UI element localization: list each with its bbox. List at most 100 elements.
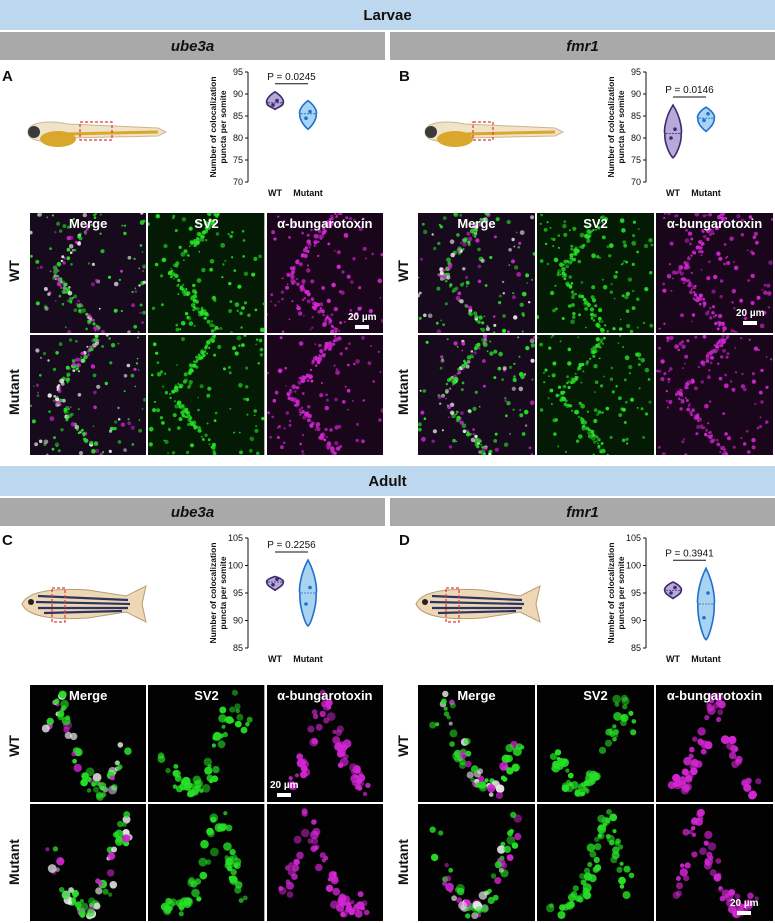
gene-header-d: fmr1 (390, 498, 775, 526)
x-tick-label: WT (666, 654, 680, 664)
panel-letter-c: C (2, 532, 13, 549)
x-tick-label: Mutant (691, 654, 721, 664)
panel-letter-a: A (2, 68, 13, 85)
p-value-label: P = 0.0146 (665, 85, 714, 96)
gene-header-a: ube3a (0, 32, 385, 60)
violin-chart-d: Number of colocalizationpuncta per somit… (606, 533, 721, 664)
gene-header-c: ube3a (0, 498, 385, 526)
micrograph-mutant-bungarotoxin (266, 335, 383, 455)
y-tick-label: 85 (631, 643, 641, 653)
data-point (275, 577, 279, 582)
y-tick-label: 85 (233, 111, 243, 121)
y-axis-label: Number of colocalizationpuncta per somit… (606, 542, 626, 643)
channel-label: Merge (457, 688, 496, 703)
y-tick-label: 90 (233, 616, 243, 626)
micrograph-wt-merge: Merge (30, 685, 147, 802)
channel-label: α-bungarotoxin (666, 688, 763, 703)
micrograph-wt-sv2: SV2 (537, 685, 654, 802)
panel-letter-d: D (399, 532, 410, 549)
micrograph-grid-b: Merge SV2 α-bungarotoxin (418, 213, 775, 457)
y-tick-label: 80 (631, 133, 641, 143)
row-label-mutant-a: Mutant (6, 369, 22, 415)
channel-label: α-bungarotoxin (277, 688, 373, 703)
channel-label: SV2 (194, 216, 219, 231)
y-tick-label: 70 (631, 177, 641, 187)
x-tick-label: Mutant (691, 188, 721, 198)
row-label-mutant-c: Mutant (6, 839, 22, 885)
y-axis-label: Number of colocalizationpuncta per somit… (606, 76, 626, 177)
data-point (271, 103, 275, 107)
y-tick-label: 95 (631, 588, 641, 598)
p-value-label: P = 0.0245 (267, 72, 316, 83)
micrograph-grid-a: Merge SV2 α-bungarotoxin (30, 213, 385, 457)
channel-label: Merge (69, 216, 108, 231)
micrograph-wt-bungarotoxin: α-bungarotoxin (656, 213, 773, 333)
violin-chart-a: Number of colocalizationpuncta per somit… (208, 67, 323, 198)
micrograph-wt-bungarotoxin: α-bungarotoxin (266, 213, 383, 333)
violin-chart-c: Number of colocalizationpuncta per somit… (208, 533, 323, 664)
gene-header-b: fmr1 (390, 32, 775, 60)
row-label-wt-d: WT (395, 735, 411, 757)
section-banner-adult: Adult (0, 466, 775, 496)
y-tick-label: 85 (631, 111, 641, 121)
violin-mutant (696, 106, 716, 133)
channel-label: SV2 (583, 216, 608, 231)
row-label-wt-a: WT (6, 260, 22, 282)
p-value-label: P = 0.2256 (267, 540, 316, 551)
data-point (304, 602, 308, 606)
y-tick-label: 90 (631, 89, 641, 99)
scale-bar-b: 20 µm (736, 308, 765, 325)
zebrafish-illustration-c (21, 585, 147, 623)
micrograph-wt-bungarotoxin: α-bungarotoxin (266, 685, 383, 802)
channel-label: Merge (69, 688, 108, 703)
y-tick-label: 105 (626, 533, 641, 543)
scale-bar-d: 20 µm (730, 898, 759, 915)
violin-wt (265, 90, 285, 111)
micrograph-wt-sv2: SV2 (537, 213, 654, 333)
y-tick-label: 85 (233, 643, 243, 653)
y-tick-label: 95 (233, 588, 243, 598)
y-tick-label: 80 (233, 133, 243, 143)
row-label-wt-b: WT (395, 260, 411, 282)
micrograph-mutant-merge (418, 804, 535, 921)
panel-letter-b: B (399, 68, 410, 85)
micrograph-mutant-merge (30, 335, 147, 455)
channel-label: α-bungarotoxin (666, 216, 763, 231)
micrograph-wt-sv2: SV2 (148, 213, 265, 333)
row-label-mutant-b: Mutant (395, 369, 411, 415)
violin-mutant (298, 99, 318, 131)
micrograph-mutant-bungarotoxin (656, 335, 773, 455)
y-tick-label: 100 (626, 561, 641, 571)
data-point (669, 136, 673, 140)
scale-bar-a: 20 µm (348, 312, 377, 329)
row-label-mutant-d: Mutant (395, 839, 411, 885)
zebrafish-illustration-d (415, 585, 541, 623)
y-axis-label: Number of colocalizationpuncta per somit… (208, 542, 228, 643)
scale-bar-c: 20 µm (270, 780, 299, 797)
micrograph-wt-merge: Merge (30, 213, 147, 333)
data-point (308, 585, 312, 590)
x-tick-label: Mutant (293, 654, 323, 664)
y-tick-label: 70 (233, 177, 243, 187)
x-tick-label: WT (268, 188, 282, 198)
row-label-wt-c: WT (6, 735, 22, 757)
data-point (706, 112, 710, 116)
larva-illustration-b (424, 121, 565, 147)
micrograph-wt-merge: Merge (418, 685, 535, 802)
y-tick-label: 75 (631, 155, 641, 165)
micrograph-mutant-bungarotoxin (266, 804, 383, 921)
micrograph-wt-merge: Merge (418, 213, 535, 333)
micrograph-mutant-sv2 (148, 804, 265, 921)
y-axis-label: Number of colocalizationpuncta per somit… (208, 76, 228, 177)
data-point (706, 591, 710, 595)
channel-label: SV2 (194, 688, 219, 703)
micrograph-mutant-sv2 (148, 335, 265, 455)
micrograph-mutant-merge (418, 335, 535, 455)
micrograph-mutant-sv2 (537, 335, 654, 455)
x-tick-label: Mutant (293, 188, 323, 198)
y-tick-label: 75 (233, 155, 243, 165)
p-value-label: P = 0.3941 (665, 548, 714, 559)
data-point (702, 118, 706, 123)
data-point (308, 109, 312, 114)
violin-chart-b: Number of colocalizationpuncta per somit… (606, 67, 721, 198)
